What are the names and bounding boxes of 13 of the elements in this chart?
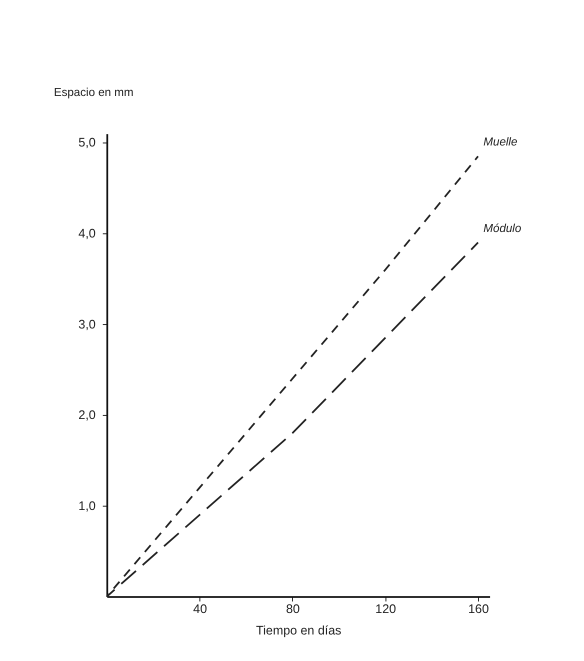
y-tick-label: 1,0 <box>78 498 96 513</box>
y-tick-label: 2,0 <box>78 408 96 422</box>
x-tick-label: 120 <box>375 602 396 616</box>
y-tick-label: 3,0 <box>78 317 96 332</box>
x-axis-title: Tiempo en días <box>256 623 342 638</box>
y-axis-title: Espacio en mm <box>54 86 134 99</box>
x-tick-label: 160 <box>468 602 489 616</box>
y-tick-label: 5,0 <box>78 136 96 150</box>
series-label: Módulo <box>483 222 522 235</box>
x-tick-label: 80 <box>286 602 300 616</box>
y-tick-label: 4,0 <box>78 226 96 240</box>
x-tick-label: 40 <box>193 602 208 616</box>
series-label: Muelle <box>483 136 518 149</box>
